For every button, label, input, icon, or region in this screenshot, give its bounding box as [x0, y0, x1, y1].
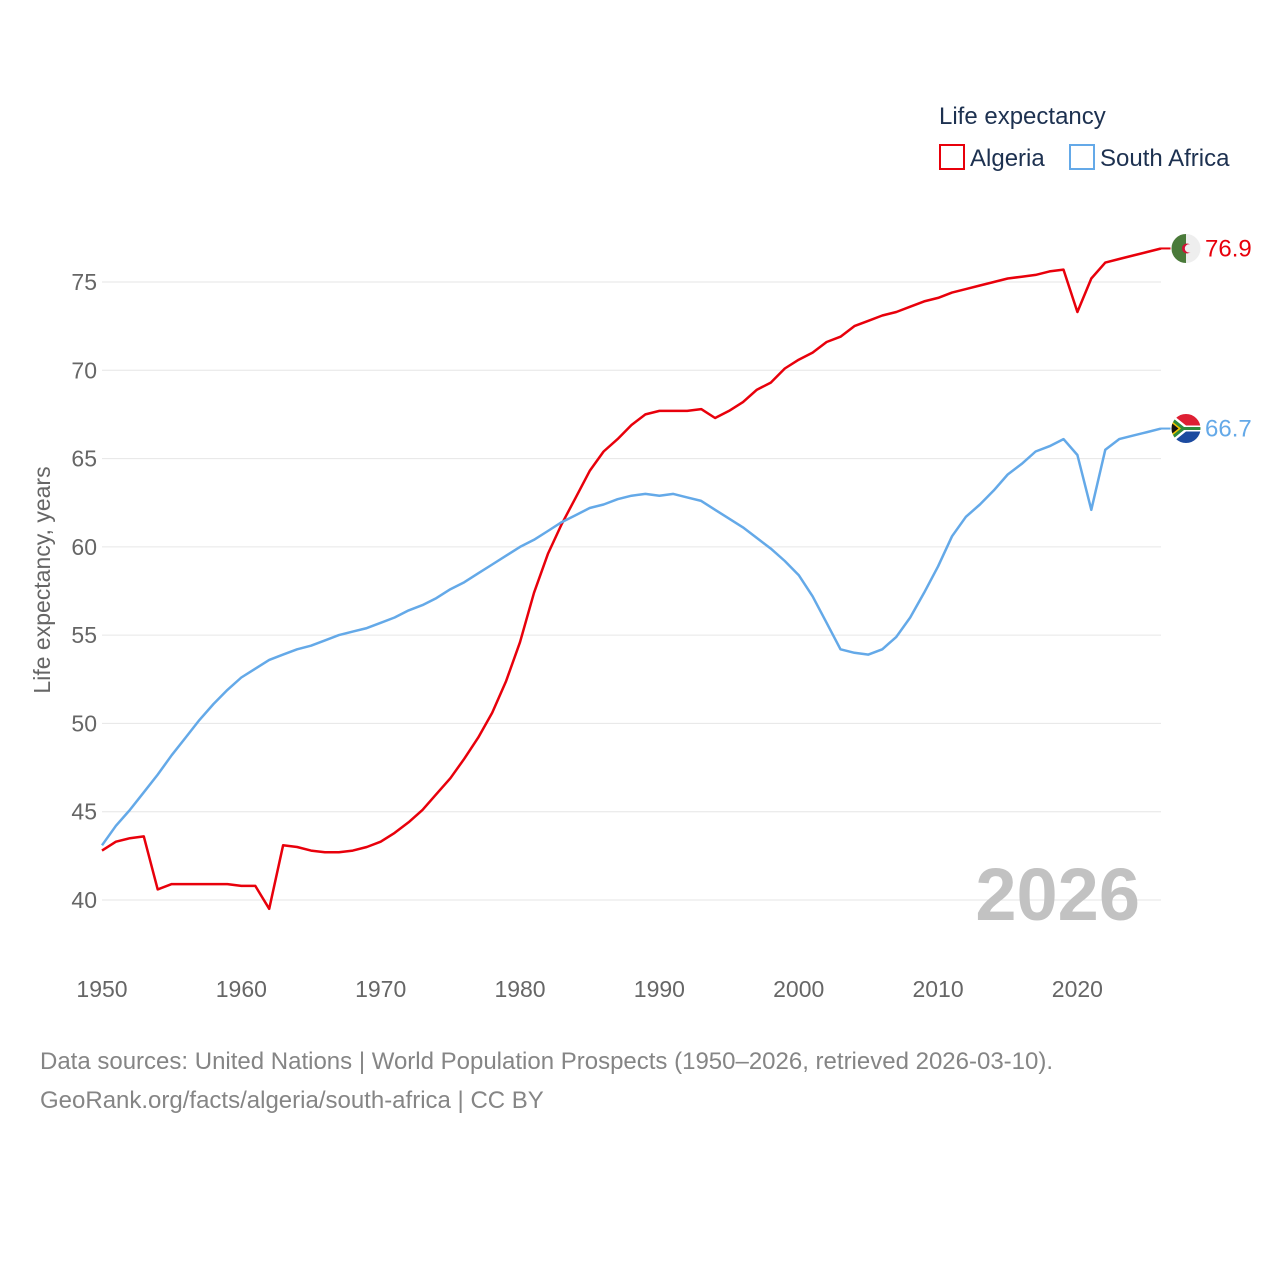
x-tick-label: 1990 [634, 976, 685, 1002]
x-tick-label: 2000 [773, 976, 824, 1002]
legend-swatch-algeria [939, 144, 965, 170]
legend-label-algeria: Algeria [970, 145, 1045, 172]
south-africa-flag-icon [1170, 413, 1202, 445]
attribution-text: GeoRank.org/facts/algeria/south-africa |… [40, 1087, 544, 1114]
end-value-label-south-africa: 66.7 [1205, 416, 1252, 443]
data-source-text: Data sources: United Nations | World Pop… [40, 1048, 1054, 1075]
x-tick-label: 2010 [912, 976, 963, 1002]
y-tick-label: 45 [71, 799, 97, 825]
algeria-flag-icon [1170, 232, 1202, 264]
footer: Data sources: United Nations | World Pop… [40, 1042, 1053, 1120]
x-tick-label: 2020 [1052, 976, 1103, 1002]
y-tick-label: 70 [71, 357, 97, 383]
y-tick-label: 50 [71, 710, 97, 736]
legend-label-south-africa: South Africa [1100, 145, 1230, 172]
y-tick-label: 75 [71, 269, 97, 295]
y-axis: 40 45 50 55 60 65 70 75 [71, 269, 97, 913]
x-axis: 1950 1960 1970 1980 1990 2000 2010 2020 [76, 976, 1103, 1002]
y-axis-title: Life expectancy, years [29, 466, 55, 693]
year-watermark: 2026 [975, 853, 1140, 936]
series-line-south-africa[interactable] [100, 427, 1162, 847]
series-line-algeria[interactable] [101, 247, 1162, 911]
end-value-label-algeria: 76.9 [1205, 235, 1252, 262]
legend: Life expectancy Algeria South Africa [939, 103, 1230, 172]
x-tick-label: 1960 [216, 976, 267, 1002]
x-tick-label: 1950 [76, 976, 127, 1002]
y-tick-label: 60 [71, 534, 97, 560]
y-tick-label: 65 [71, 446, 97, 472]
y-tick-label: 55 [71, 622, 97, 648]
series-lines [100, 247, 1162, 911]
life-expectancy-chart: 40 45 50 55 60 65 70 75 1950 1960 1970 1980 1990 200… [29, 103, 1252, 1002]
x-tick-label: 1980 [494, 976, 545, 1002]
series-end-markers: 76.9 66.7 [1161, 232, 1252, 445]
y-tick-label: 40 [71, 887, 97, 913]
legend-swatch-south-africa [1069, 144, 1095, 170]
legend-item-south-africa[interactable]: South Africa [1069, 144, 1230, 172]
gridlines [102, 281, 1161, 901]
legend-item-algeria[interactable]: Algeria [939, 144, 1045, 172]
x-tick-label: 1970 [355, 976, 406, 1002]
legend-title: Life expectancy [939, 103, 1106, 130]
